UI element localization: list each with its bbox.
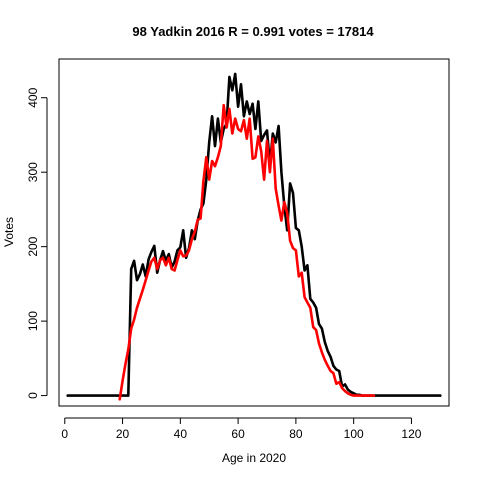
chart-title: 98 Yadkin 2016 R = 0.991 votes = 17814: [132, 24, 374, 39]
y-tick-label: 300: [26, 162, 40, 182]
x-axis: 0 20 40 60 80 100 120: [61, 417, 422, 441]
x-tick-label: 120: [401, 427, 421, 441]
x-tick-label: 80: [289, 427, 303, 441]
y-tick-label: 200: [26, 236, 40, 256]
y-axis: 0 100 200 300 400: [26, 87, 48, 399]
x-tick-label: 0: [61, 427, 68, 441]
x-tick-label: 100: [344, 427, 364, 441]
series-line-red: [118, 103, 376, 401]
x-tick-label: 40: [174, 427, 188, 441]
y-axis-label: Votes: [2, 217, 16, 247]
x-tick-label: 60: [231, 427, 245, 441]
series-line-black: [66, 72, 442, 397]
x-axis-label: Age in 2020: [222, 451, 286, 465]
series-layer: [66, 72, 442, 401]
plot-frame: [58, 58, 450, 407]
x-tick-label: 20: [116, 427, 130, 441]
y-tick-label: 0: [26, 392, 40, 399]
y-tick-label: 400: [26, 87, 40, 107]
y-tick-label: 100: [26, 311, 40, 331]
